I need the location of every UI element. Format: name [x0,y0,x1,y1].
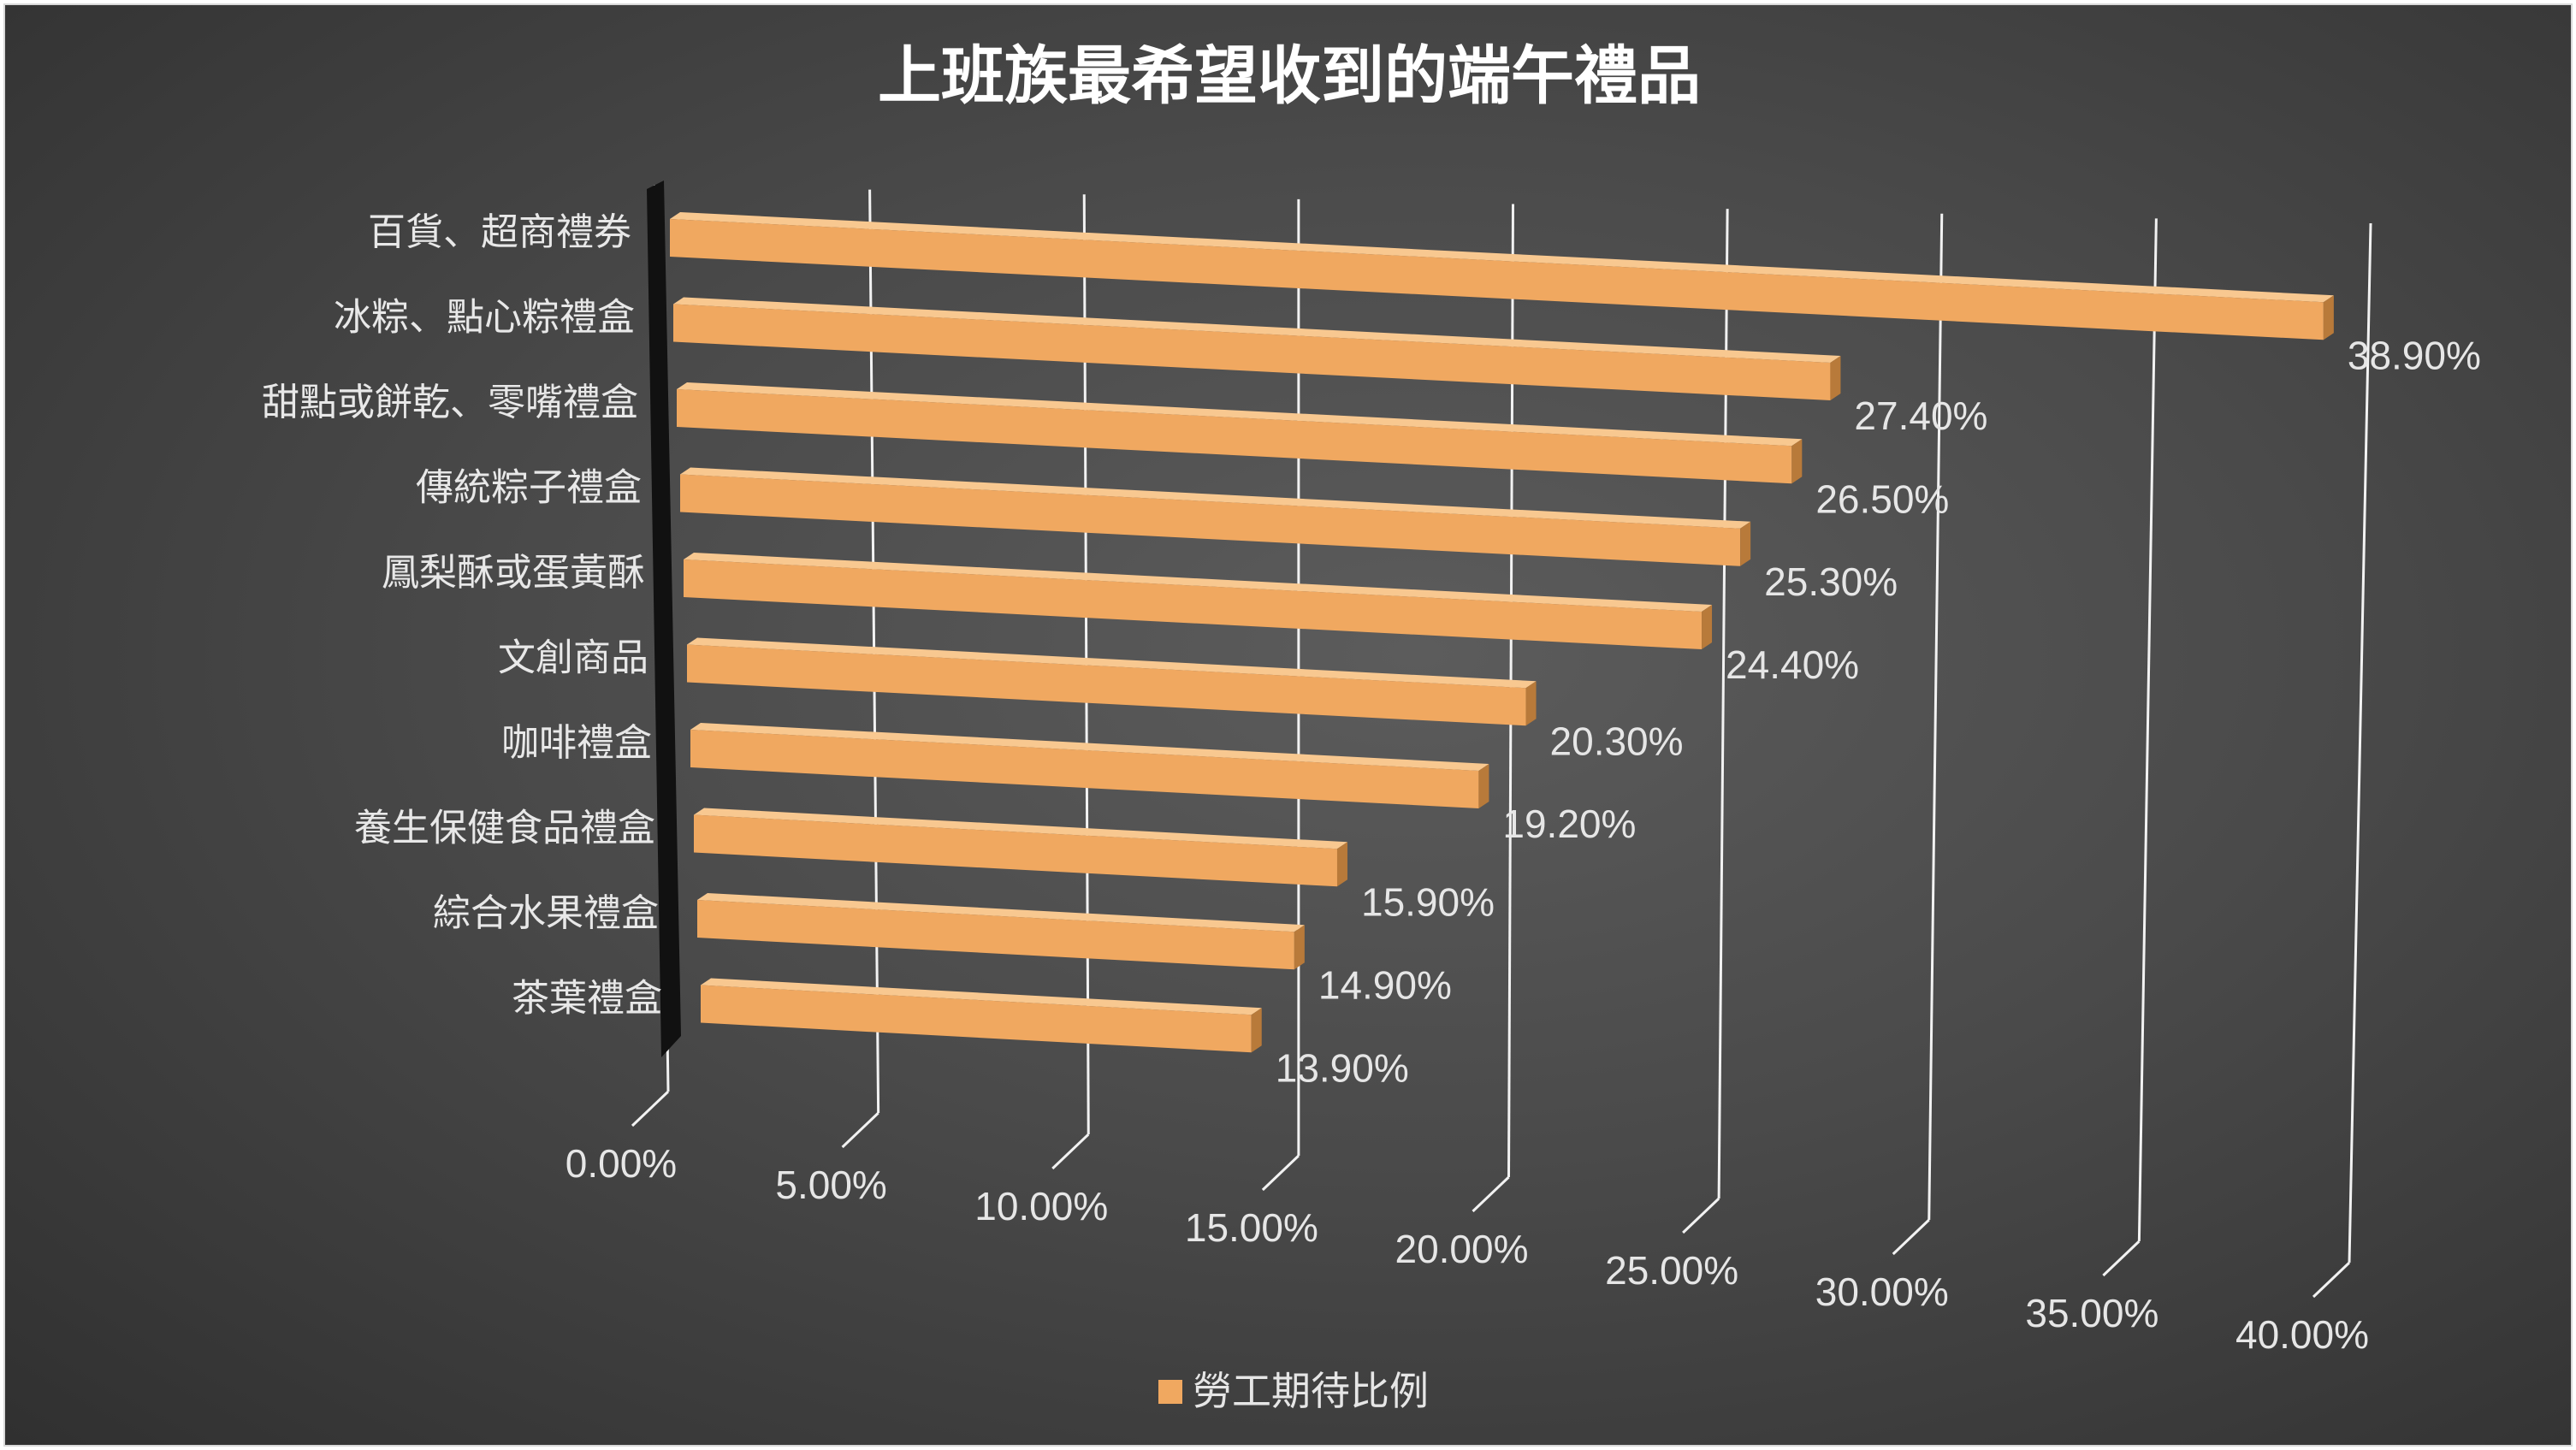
tick-label: 25.00% [1605,1248,1738,1293]
bar-top [701,978,1262,1015]
bar [690,730,1479,808]
bar-side [1740,521,1751,566]
tick-label: 10.00% [974,1184,1108,1228]
legend-swatch [1158,1380,1182,1404]
bars [670,212,2334,1053]
bar [680,474,1741,566]
category-label: 甜點或餅乾、零嘴禮盒 [262,381,638,424]
bar-chart: 上班族最希望收到的端午禮品 百貨、超商禮券冰粽、點心粽禮盒甜點或餅乾、零嘴禮盒傳… [262,39,2481,1414]
category-label: 綜合水果禮盒 [433,891,659,935]
tick-label: 35.00% [2025,1291,2159,1335]
floor-tick [2312,1261,2351,1299]
floor-tick [1682,1197,1720,1234]
value-label: 15.90% [1361,879,1495,924]
value-axis-labels: 0.00% 5.00% 10.00% 15.00% 20.00% 25.00% 30.00%… [566,1141,2369,1357]
bar-side [1830,356,1841,400]
category-label: 百貨、超商禮券 [368,210,631,254]
bar-side [1791,439,1803,484]
bar-top [687,637,1537,689]
floor-tick [1261,1154,1300,1192]
bar [694,814,1337,887]
bar-side [1251,1008,1262,1053]
gridline [2348,222,2372,1264]
bar-side [1336,842,1347,887]
bar-side [1478,764,1489,808]
value-labels: 38.90% 27.40% 26.50% 25.30% 24.40% 20.30% 19.2… [1276,333,2481,1090]
axis-wall-face [647,181,681,1057]
category-label: 養生保健食品禮盒 [354,807,655,850]
bar-top [670,212,2334,303]
category-labels: 百貨、超商禮券冰粽、點心粽禮盒甜點或餅乾、零嘴禮盒傳統粽子禮盒鳳梨酥或蛋黃酥文創… [262,210,662,1021]
gridline [1928,213,1944,1221]
bar [677,389,1792,484]
bar-side [1294,925,1305,970]
bar-side [1525,681,1537,726]
category-label: 文創商品 [498,636,648,680]
floor-tick [841,1111,879,1149]
category-label: 傳統粽子禮盒 [416,466,642,510]
value-label: 25.30% [1764,559,1898,604]
category-label: 咖啡禮盒 [501,721,652,765]
bar-top [690,723,1489,771]
value-label: 38.90% [2348,333,2481,377]
bar [684,559,1703,649]
bar [701,985,1252,1053]
tick-label: 5.00% [775,1163,886,1207]
floor-tick [1051,1133,1090,1170]
value-label: 13.90% [1276,1045,1409,1090]
category-label: 茶葉禮盒 [512,977,662,1021]
tick-label: 30.00% [1815,1269,1949,1314]
tick-label: 15.00% [1185,1205,1318,1250]
floor-tick [631,1090,670,1127]
chart-title: 上班族最希望收到的端午禮品 [878,39,1701,113]
legend-label: 勞工期待比例 [1193,1368,1429,1414]
bar [687,644,1526,726]
bar-top [697,893,1305,932]
value-label: 27.40% [1854,394,1987,438]
axis-wall [647,181,681,1057]
category-label: 鳳梨酥或蛋黃酥 [382,551,645,595]
floor-tick [1892,1218,1930,1256]
bar-top [677,382,1803,447]
value-label: 14.90% [1318,962,1452,1007]
category-label: 冰粽、點心粽禮盒 [334,296,635,340]
tick-label: 40.00% [2235,1312,2369,1357]
tick-label: 0.00% [566,1141,677,1186]
bar-side [1702,605,1713,649]
bar [697,900,1294,970]
bar-top [673,297,1841,363]
bar-top [684,553,1713,612]
floor-tick [2102,1240,2141,1277]
bar [670,219,2324,340]
bar-top [694,808,1347,849]
bar-top [680,467,1751,529]
value-label: 24.40% [1726,642,1859,687]
value-label: 20.30% [1550,719,1684,763]
bar-side [2323,295,2334,340]
value-label: 19.20% [1502,802,1636,846]
value-label: 26.50% [1815,476,1949,521]
legend: 勞工期待比例 [1158,1368,1429,1414]
bar [673,304,1831,400]
gridline [2137,218,2158,1242]
tick-label: 20.00% [1395,1227,1528,1271]
floor-tick [1472,1175,1510,1213]
chart-area: 上班族最希望收到的端午禮品 百貨、超商禮券冰粽、點心粽禮盒甜點或餅乾、零嘴禮盒傳… [3,3,2573,1447]
